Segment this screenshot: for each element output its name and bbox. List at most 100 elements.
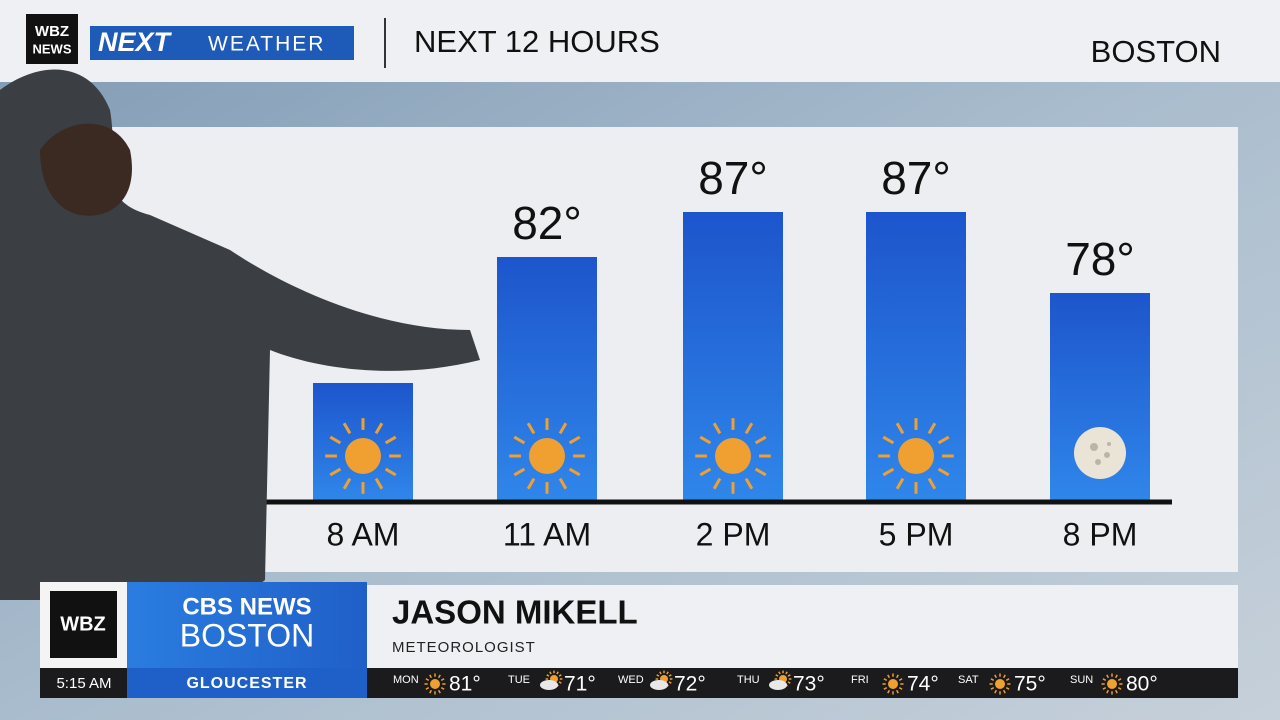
x-tick-label: 8 PM — [1063, 516, 1138, 552]
sun-ray — [668, 674, 672, 677]
moon-crater — [1104, 452, 1110, 458]
sun-ray — [374, 477, 384, 490]
sun-ray — [329, 435, 342, 445]
sun-ray — [883, 678, 888, 682]
sun-ray — [374, 422, 384, 435]
chart-title: NEXT 12 HOURS — [414, 24, 660, 59]
brand: NEXT — [98, 27, 173, 57]
sun-ray — [699, 435, 712, 445]
logo-box — [26, 14, 78, 64]
sun-ray — [1106, 689, 1110, 694]
sun-ray — [994, 674, 998, 679]
sun-ray — [384, 467, 397, 477]
sun-ray — [787, 674, 791, 677]
sun-ray — [513, 435, 526, 445]
forecast-temp: 73° — [793, 673, 825, 696]
forecast-day: THU — [737, 674, 760, 686]
sun-ray — [1005, 686, 1010, 690]
logo-top: WBZ — [35, 23, 69, 40]
sun-ray — [526, 422, 536, 435]
x-tick-label: 2 PM — [696, 516, 771, 552]
sun-icon — [1107, 679, 1117, 689]
value-label: 82° — [512, 197, 582, 249]
cloud-icon — [540, 680, 558, 690]
sun-ray — [558, 674, 562, 677]
sun-ray — [1002, 689, 1006, 694]
location: BOSTON — [1091, 34, 1221, 69]
sun-ray — [656, 674, 660, 677]
sun-icon — [995, 679, 1005, 689]
sun-ray — [440, 678, 445, 682]
sun-icon — [888, 679, 898, 689]
sun-icon — [715, 438, 751, 474]
sun-ray — [887, 689, 891, 694]
sun-ray — [1106, 674, 1110, 679]
sun-ray — [882, 467, 895, 477]
sun-ray — [883, 686, 888, 690]
forecast-day: TUE — [508, 674, 530, 686]
sun-ray — [342, 422, 352, 435]
sun-ray — [994, 689, 998, 694]
cloud-icon — [769, 680, 787, 690]
brand-sub: WEATHER — [208, 33, 325, 56]
sun-ray — [429, 689, 433, 694]
sun-ray — [937, 435, 950, 445]
sun-ray — [526, 477, 536, 490]
sun-ray — [659, 671, 662, 675]
sun-ray — [744, 422, 754, 435]
presenter-name: JASON MIKELL — [392, 594, 638, 631]
cloud-icon — [650, 680, 668, 690]
sun-ray — [1005, 678, 1010, 682]
sun-icon — [529, 438, 565, 474]
sun-ray — [1114, 674, 1118, 679]
network-box — [127, 582, 367, 668]
sun-ray — [568, 467, 581, 477]
forecast-day: SAT — [958, 674, 979, 686]
sun-ray — [712, 477, 722, 490]
station-logo — [50, 591, 117, 658]
forecast-day: MON — [393, 674, 419, 686]
sun-ray — [342, 477, 352, 490]
station: WBZ — [60, 613, 106, 635]
x-tick-label: 11 AM — [503, 516, 591, 552]
ticker-time: 5:15 AM — [56, 675, 111, 692]
forecast-temp: 81° — [449, 673, 481, 696]
sun-ray — [558, 422, 568, 435]
x-tick-label: 8 AM — [327, 516, 400, 552]
sun-icon — [345, 438, 381, 474]
sun-ray — [887, 674, 891, 679]
ticker-place-box — [127, 668, 367, 698]
network: CBS NEWS — [182, 593, 311, 620]
sun-ray — [1102, 686, 1107, 690]
sun-ray — [666, 671, 669, 675]
moon-crater — [1090, 443, 1098, 451]
forecast-temp: 71° — [564, 673, 596, 696]
sun-ray — [1117, 686, 1122, 690]
presenter-head — [40, 123, 132, 216]
presenter-role: METEOROLOGIST — [392, 639, 536, 656]
sun-ray — [437, 674, 441, 679]
sun-ray — [775, 674, 779, 677]
ticker-place: GLOUCESTER — [186, 675, 307, 692]
sun-ray — [895, 689, 899, 694]
sun-ray — [556, 671, 559, 675]
sun-ray — [699, 467, 712, 477]
value-label: 78° — [1065, 233, 1135, 285]
moon-crater — [1107, 442, 1111, 446]
sun-ray — [927, 422, 937, 435]
sun-ray — [785, 671, 788, 675]
sun-ray — [898, 686, 903, 690]
value-label: 87° — [881, 152, 951, 204]
sun-ray — [937, 467, 950, 477]
brand-box — [90, 26, 354, 60]
sun-ray — [990, 686, 995, 690]
sun-ray — [754, 467, 767, 477]
sun-ray — [990, 678, 995, 682]
city: BOSTON — [180, 617, 315, 653]
sun-ray — [882, 435, 895, 445]
ticker-forecast: MON 81° TUE 71° WED 72° THU 73° FRI 74° SAT 75° SUN 8… — [393, 670, 1158, 696]
sun-ray — [425, 686, 430, 690]
sun-ray — [1117, 678, 1122, 682]
sun-ray — [712, 422, 722, 435]
